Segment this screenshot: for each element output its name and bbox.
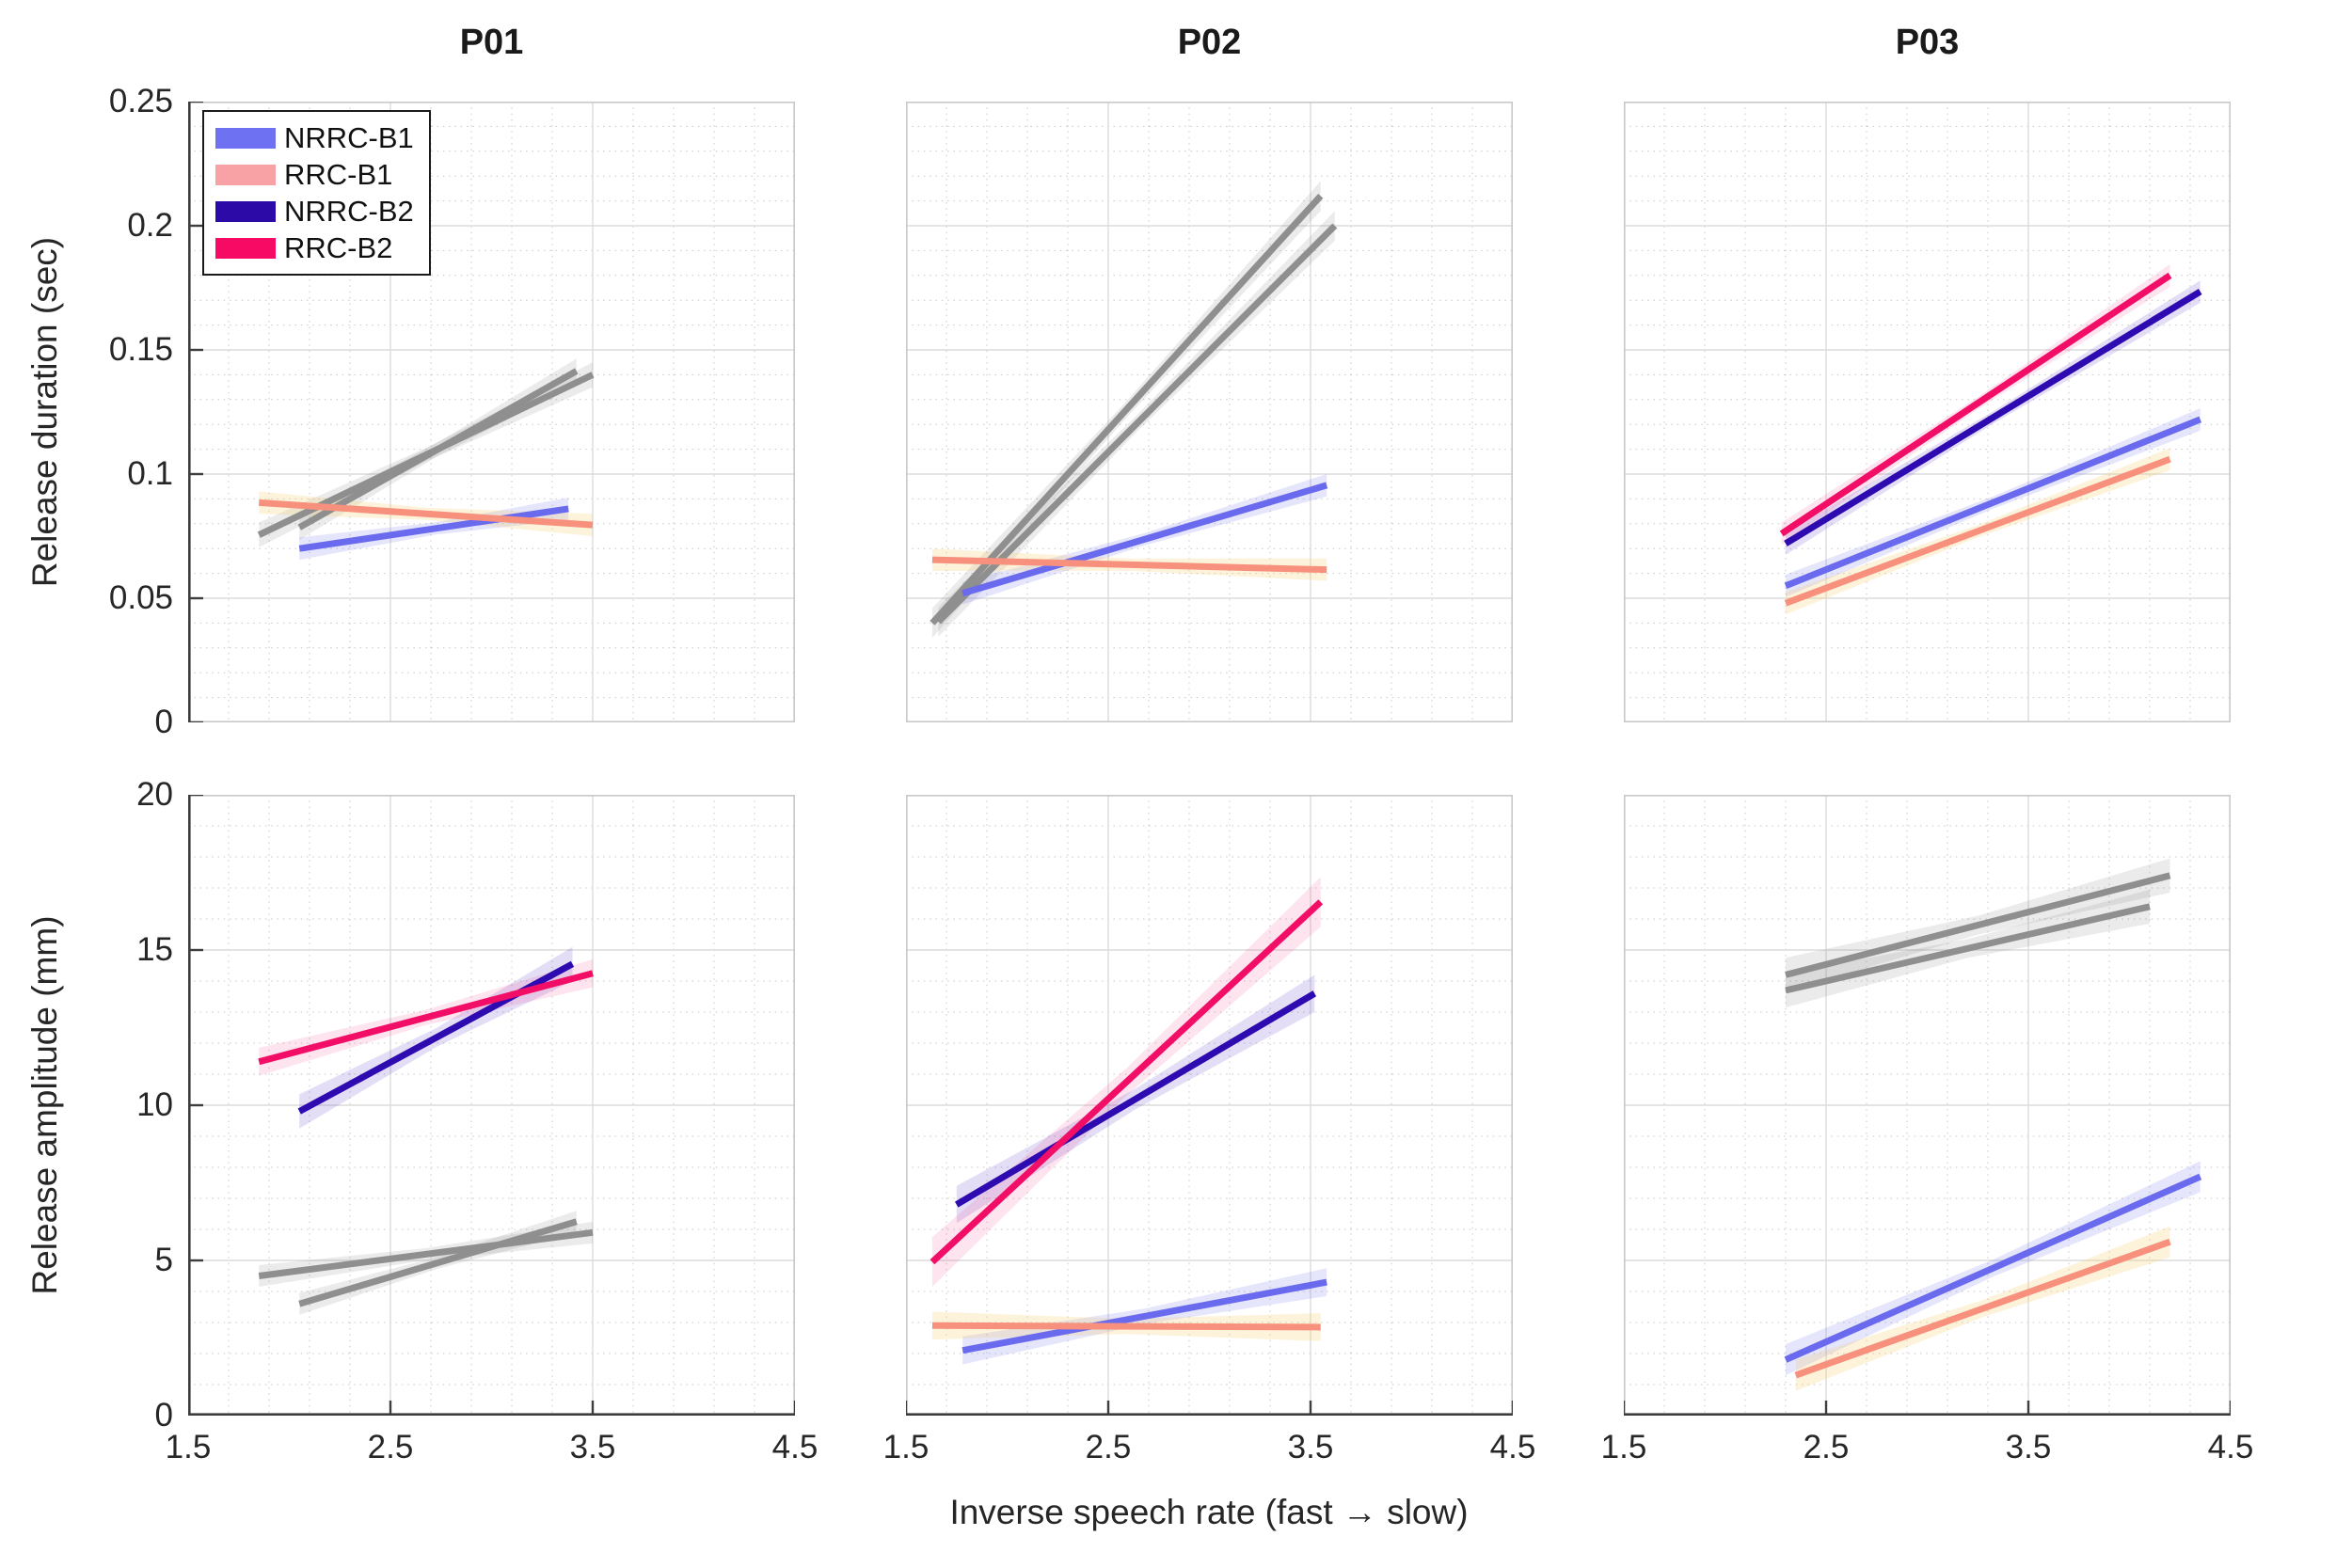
- legend: NRRC-B1 RRC-B1 NRRC-B2 RRC-B2: [202, 110, 431, 276]
- legend-item-nrrc-b1: NRRC-B1: [215, 119, 414, 156]
- x-tick-label: 3.5: [2005, 1429, 2052, 1465]
- y-tick-label: 15: [136, 931, 173, 968]
- y-tick-label: 0: [154, 1397, 173, 1433]
- panel-title-p03: P03: [1895, 23, 1960, 62]
- panel-p01-amplitude: [188, 795, 795, 1416]
- x-tick-label: 1.5: [165, 1429, 212, 1465]
- panel-p01-duration: [188, 102, 795, 722]
- x-tick-label: 4.5: [1489, 1429, 1536, 1465]
- x-tick-label: 2.5: [1803, 1429, 1850, 1465]
- y-tick-label: 20: [136, 776, 173, 813]
- x-tick-label: 2.5: [367, 1429, 414, 1465]
- y-tick-label: 0.1: [127, 455, 173, 492]
- legend-swatch-rrc-b1: [215, 164, 276, 185]
- y-axis-label-duration: Release duration (sec): [25, 236, 64, 588]
- x-tick-label: 3.5: [569, 1429, 616, 1465]
- y-tick-label: 0.05: [108, 579, 173, 616]
- y-tick-label: 0.25: [108, 83, 173, 119]
- y-tick-label: 5: [154, 1242, 173, 1278]
- x-tick-label: 1.5: [882, 1429, 930, 1465]
- y-tick-label: 0.2: [127, 207, 173, 244]
- panel-p03-duration: [1624, 102, 2231, 722]
- x-tick-label: 2.5: [1085, 1429, 1132, 1465]
- panel-title-p01: P01: [459, 23, 524, 62]
- panel-p02-duration: [906, 102, 1513, 722]
- panel-p02-amplitude: [906, 795, 1513, 1416]
- y-tick-label: 0.15: [108, 331, 173, 368]
- x-axis-label: Inverse speech rate (fast → slow): [949, 1493, 1469, 1531]
- legend-item-nrrc-b2: NRRC-B2: [215, 193, 414, 230]
- x-tick-label: 4.5: [2207, 1429, 2254, 1465]
- legend-item-rrc-b2: RRC-B2: [215, 230, 414, 266]
- x-tick-label: 4.5: [771, 1429, 818, 1465]
- panel-p03-amplitude: [1624, 795, 2231, 1416]
- legend-swatch-nrrc-b2: [215, 200, 276, 222]
- legend-item-rrc-b1: RRC-B1: [215, 156, 414, 193]
- x-tick-label: 3.5: [1287, 1429, 1334, 1465]
- legend-swatch-nrrc-b1: [215, 127, 276, 149]
- legend-label: NRRC-B2: [284, 194, 414, 228]
- legend-label: NRRC-B1: [284, 120, 414, 154]
- y-tick-label: 10: [136, 1086, 173, 1123]
- legend-label: RRC-B2: [284, 230, 393, 264]
- x-tick-label: 1.5: [1600, 1429, 1647, 1465]
- legend-swatch-rrc-b2: [215, 237, 276, 259]
- panel-title-p02: P02: [1177, 23, 1242, 62]
- y-tick-label: 0: [154, 704, 173, 740]
- legend-label: RRC-B1: [284, 157, 393, 191]
